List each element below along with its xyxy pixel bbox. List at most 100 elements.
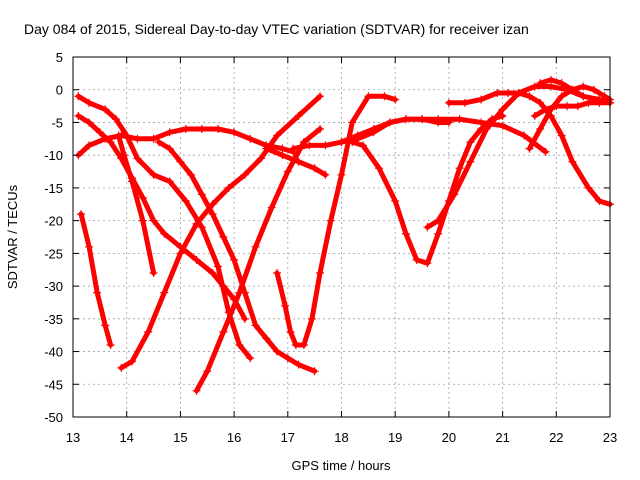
data-point xyxy=(240,170,249,179)
data-point xyxy=(251,242,260,251)
data-point xyxy=(503,89,512,97)
data-point xyxy=(219,327,228,336)
data-point xyxy=(348,118,357,127)
data-point xyxy=(321,170,330,179)
data-point xyxy=(85,98,94,107)
series-arc-10 xyxy=(273,92,400,349)
data-point xyxy=(85,118,94,127)
x-tick-label: 18 xyxy=(334,430,348,445)
data-point xyxy=(273,347,282,356)
data-point xyxy=(138,216,147,225)
data-point xyxy=(122,131,131,140)
data-point xyxy=(149,134,158,143)
data-point xyxy=(573,102,582,111)
data-point xyxy=(557,79,566,88)
data-point xyxy=(197,125,206,133)
data-point xyxy=(541,147,550,156)
data-point xyxy=(165,177,174,186)
data-point xyxy=(213,125,222,133)
data-point xyxy=(321,141,330,150)
data-point xyxy=(291,341,300,349)
x-tick-label: 15 xyxy=(173,430,187,445)
data-point xyxy=(353,131,362,140)
data-point xyxy=(316,125,325,133)
data-point xyxy=(337,138,346,147)
x-tick-label: 14 xyxy=(119,430,133,445)
data-point xyxy=(536,79,545,88)
data-point xyxy=(114,131,123,140)
data-point xyxy=(160,288,169,297)
data-point xyxy=(219,233,228,241)
y-tick-label: -10 xyxy=(44,148,63,163)
data-point xyxy=(224,183,233,192)
data-point xyxy=(563,102,572,111)
series-line xyxy=(349,113,506,266)
data-point xyxy=(197,223,206,232)
data-point xyxy=(391,197,400,205)
data-point xyxy=(165,144,174,153)
data-point xyxy=(208,269,217,277)
data-point xyxy=(262,144,271,153)
tick-layer: 13 14 15 16 17 18 19 20 21 22 23 5 0 -5 -10 -15 -20 -25 -3… xyxy=(44,50,617,445)
data-point xyxy=(128,357,137,366)
data-point xyxy=(557,92,566,101)
data-point xyxy=(281,301,290,310)
data-point xyxy=(358,141,367,150)
data-point xyxy=(536,125,545,133)
y-tick-label: -15 xyxy=(44,181,63,196)
data-point xyxy=(364,92,373,101)
data-point xyxy=(256,154,265,163)
data-point xyxy=(138,193,147,202)
x-tick-label: 17 xyxy=(281,430,295,445)
y-tick-label: -20 xyxy=(44,214,63,229)
data-point xyxy=(568,85,577,94)
data-point xyxy=(380,92,389,101)
y-axis-label: SDTVAR / TECUs xyxy=(5,184,20,289)
data-point xyxy=(589,85,598,94)
data-point xyxy=(85,242,94,251)
data-point xyxy=(120,151,129,160)
grid-layer xyxy=(73,57,610,417)
data-point xyxy=(192,219,201,228)
y-tick-label: -50 xyxy=(44,410,63,425)
data-point xyxy=(584,98,593,107)
data-point xyxy=(192,255,201,264)
data-point xyxy=(498,121,507,130)
data-point xyxy=(600,92,609,101)
data-point xyxy=(101,321,110,330)
data-point xyxy=(197,190,206,199)
series-arc-16 xyxy=(525,82,614,153)
data-point xyxy=(149,216,158,225)
series-line xyxy=(339,116,549,155)
data-point xyxy=(294,157,303,166)
data-point xyxy=(418,115,427,124)
data-point xyxy=(246,134,255,143)
data-point xyxy=(337,170,346,179)
series-line xyxy=(75,93,253,361)
series-arc-3 xyxy=(74,111,249,323)
series-arc-5 xyxy=(114,131,158,277)
data-point xyxy=(283,354,292,363)
data-point xyxy=(95,128,104,137)
data-point xyxy=(316,92,325,101)
data-point xyxy=(230,128,239,137)
series-arc-11 xyxy=(348,111,507,268)
data-point xyxy=(455,164,464,173)
data-point xyxy=(149,170,158,179)
data-point xyxy=(128,177,137,186)
data-point xyxy=(466,138,475,147)
data-point xyxy=(219,282,228,291)
data-point xyxy=(568,157,577,166)
data-point xyxy=(423,259,432,268)
y-tick-label: -30 xyxy=(44,279,63,294)
y-tick-label: -35 xyxy=(44,312,63,327)
y-tick-label: -25 xyxy=(44,246,63,261)
data-point xyxy=(176,157,185,166)
data-point xyxy=(77,210,86,219)
data-point xyxy=(401,115,410,124)
x-tick-label: 23 xyxy=(603,430,617,445)
data-point xyxy=(267,203,276,212)
x-tick-label: 19 xyxy=(388,430,402,445)
data-point xyxy=(541,105,550,114)
